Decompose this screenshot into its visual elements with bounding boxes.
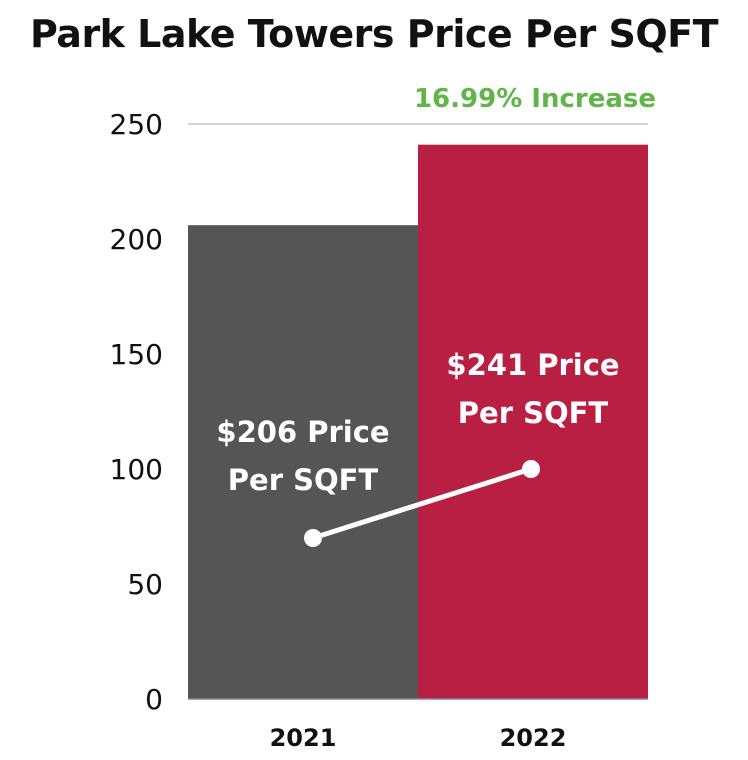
trend-point bbox=[522, 460, 540, 478]
y-tick-label: 100 bbox=[110, 453, 163, 486]
y-tick-label: 0 bbox=[145, 683, 163, 716]
x-tick-label: 2021 bbox=[270, 724, 337, 752]
trend-point bbox=[304, 529, 322, 547]
increase-annotation: 16.99% Increase bbox=[414, 84, 656, 114]
bar-value-label: Per SQFT bbox=[228, 463, 379, 497]
bar-value-label: $206 Price bbox=[216, 415, 389, 449]
bar-value-label: Per SQFT bbox=[458, 396, 609, 430]
bar-2022 bbox=[418, 144, 648, 699]
trend-line bbox=[310, 466, 534, 541]
y-tick-label: 200 bbox=[110, 223, 163, 256]
chart-title: Park Lake Towers Price Per SQFT bbox=[29, 12, 719, 56]
x-tick-label: 2022 bbox=[500, 724, 567, 752]
bar-2021 bbox=[188, 225, 418, 699]
bar-value-label: $241 Price bbox=[446, 348, 619, 382]
y-tick-label: 250 bbox=[110, 108, 163, 141]
y-tick-label: 50 bbox=[127, 568, 163, 601]
y-tick-label: 150 bbox=[110, 338, 163, 371]
